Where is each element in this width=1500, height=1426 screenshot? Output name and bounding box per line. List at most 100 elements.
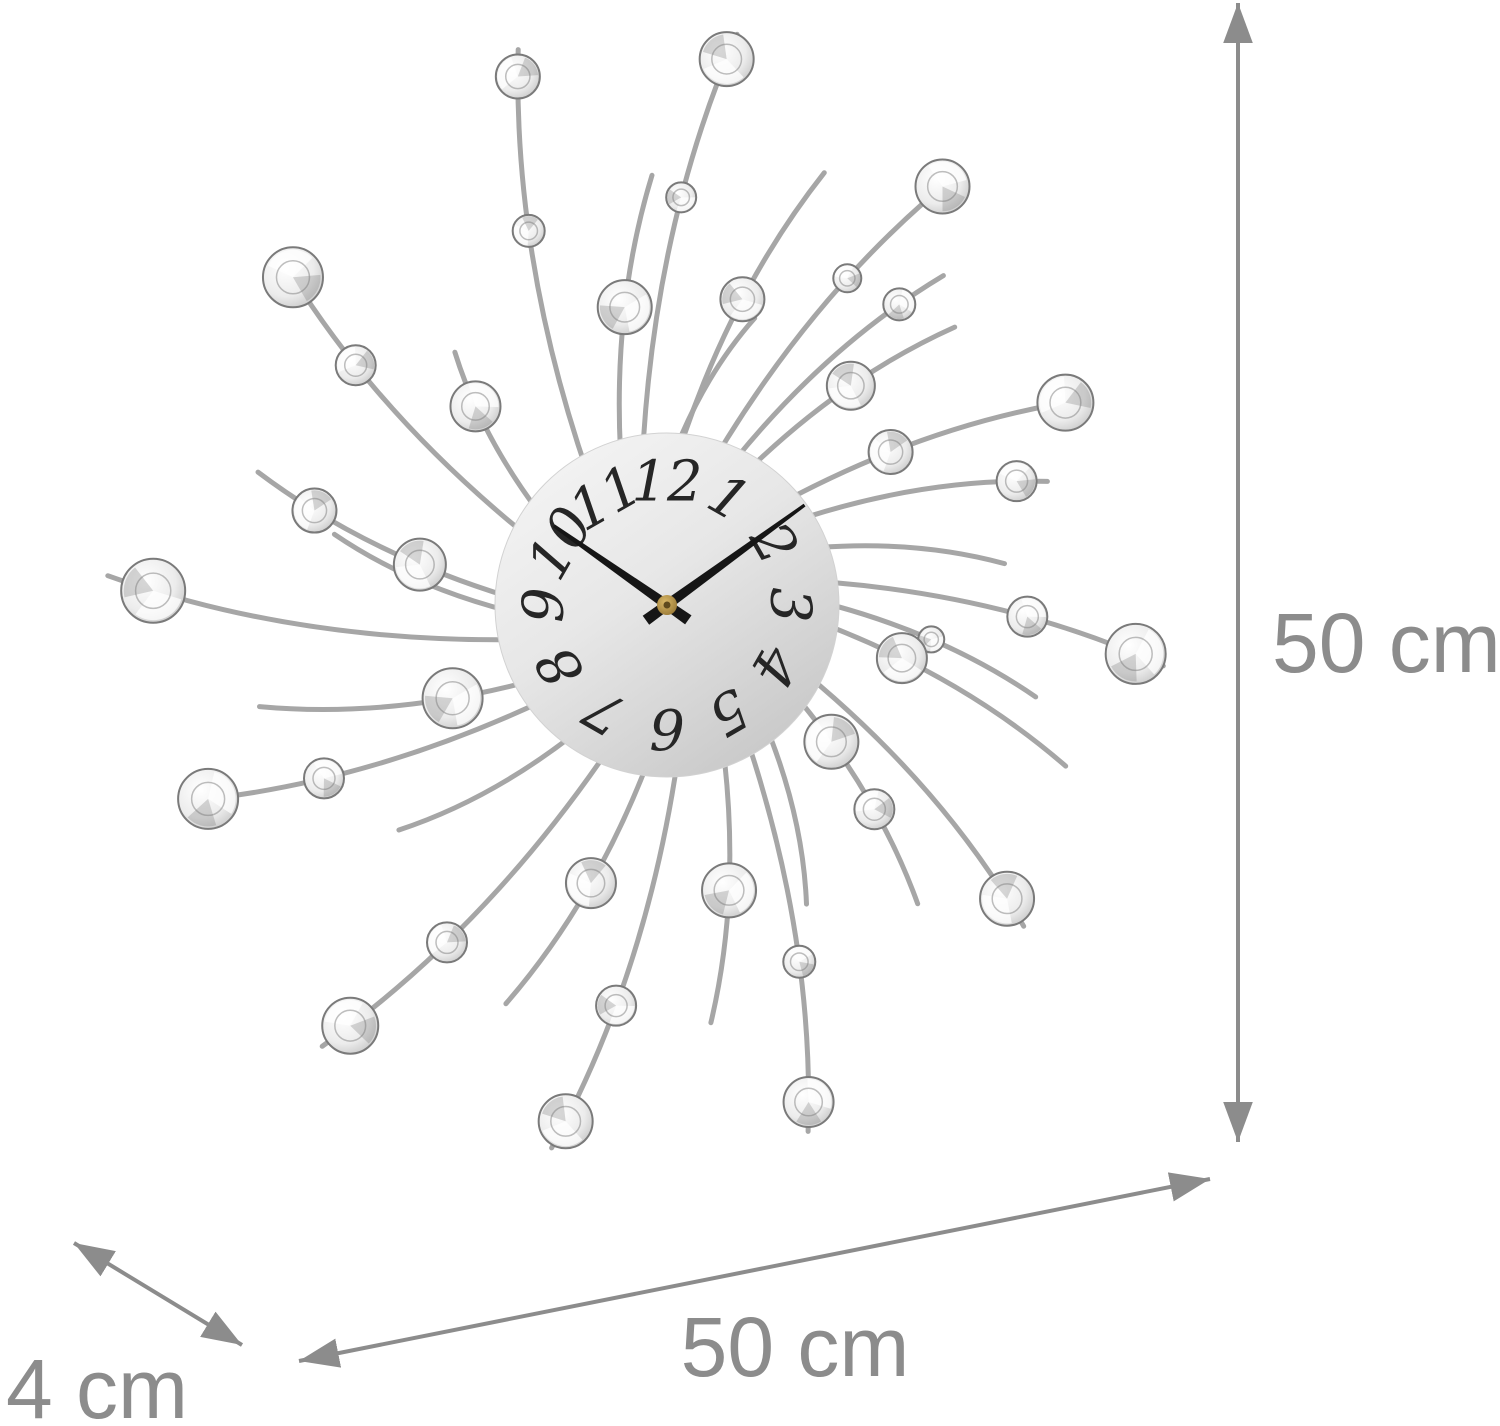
crystal-inner-ring (923, 631, 940, 648)
depth-dimension-arrow: 4 cm (6, 1241, 244, 1426)
crystal-gem (914, 158, 971, 215)
crystal-gem (120, 557, 187, 624)
crystal-facet (468, 406, 493, 430)
crystal-facet (452, 684, 481, 726)
crystal-gem (853, 788, 896, 831)
width-dimension-arrow: 50 cm (298, 1172, 1211, 1394)
crystal-inner-ring (334, 1009, 367, 1042)
crystal-facet (928, 161, 967, 187)
crystal-facet (888, 304, 904, 320)
wire-spoke (549, 716, 686, 1151)
clock-hands (553, 503, 806, 625)
wire-spoke (730, 696, 812, 1134)
crystal-inner-ring (1049, 386, 1082, 419)
crystal-facet (313, 759, 342, 779)
crystal-inner-ring (404, 549, 435, 580)
crystal-inner-ring (887, 643, 917, 673)
crystal-facet (788, 947, 813, 962)
clock-numeral: 3 (758, 587, 823, 623)
height-dimension-arrow: 50 cm (1223, 3, 1500, 1142)
crystal-inner-ring (1118, 636, 1153, 672)
crystal-inner-ring (435, 680, 470, 716)
crystal-gem (537, 1093, 594, 1150)
crystal-inner-ring (789, 952, 809, 972)
crystal-inner-ring (134, 572, 172, 610)
crystal-gem (425, 921, 468, 964)
crystal-inner-ring (711, 43, 743, 75)
clock-numeral: 12 (631, 450, 702, 515)
crystal-gem (832, 263, 863, 294)
crystal-gems (120, 31, 1167, 1150)
crystal-gem (177, 767, 240, 830)
crystal-inner-ring (190, 781, 226, 817)
crystal-inner-ring (435, 930, 459, 955)
crystal-gem (494, 53, 541, 100)
width-dimension-label: 50 cm (681, 1300, 910, 1394)
crystal-facet (990, 873, 1018, 899)
crystal-facet (597, 994, 617, 1015)
crystal-facet (942, 186, 966, 212)
crystal-gem (261, 246, 324, 309)
crystal-facet (581, 860, 606, 884)
wire-spoke (638, 31, 740, 496)
crystal-gem (595, 984, 638, 1027)
crystal-gem (782, 1076, 835, 1129)
crystal-gem (701, 862, 758, 919)
crystal-facet (324, 999, 363, 1026)
crystal-inner-ring (519, 221, 539, 241)
crystal-facet (702, 34, 727, 60)
crystal-gem (875, 632, 928, 685)
crystal-inner-ring (713, 874, 745, 906)
wire-spoke (692, 171, 961, 496)
crystal-facet (847, 273, 861, 288)
crystal-facet (878, 636, 902, 659)
crystal-inner-ring (926, 170, 959, 203)
crystal-facet (704, 890, 730, 915)
crystal-gem (719, 276, 766, 323)
crystal-inner-ring (794, 1087, 824, 1117)
crystal-gem (392, 537, 447, 592)
crystal-facet (874, 798, 893, 818)
crystal-inner-ring (576, 868, 606, 898)
crystal-facet (599, 305, 625, 329)
crystal-inner-ring (609, 291, 641, 323)
clock-numeral: 9 (512, 587, 577, 623)
crystal-facet (323, 778, 341, 797)
crystal-inner-ring (1015, 604, 1040, 629)
crystal-facet (425, 695, 453, 723)
width-arrow-line (298, 1172, 1211, 1368)
wire-spoke (515, 47, 604, 514)
crystal-gem (1104, 622, 1167, 685)
crystal-facet (806, 721, 832, 762)
crystal-gem (995, 460, 1038, 503)
crystal-facet (522, 216, 538, 231)
crystal-facet (799, 961, 814, 976)
crystal-gem (449, 380, 502, 433)
crystal-gem (979, 870, 1036, 927)
crystal-facet (1022, 616, 1042, 636)
crystal-inner-ring (991, 883, 1023, 915)
crystal-facet (729, 872, 754, 913)
crystal-inner-ring (312, 766, 336, 791)
crystal-facet (667, 189, 682, 205)
crystal-facet (624, 294, 650, 332)
crystal-inner-ring (604, 993, 628, 1018)
crystal-inner-ring (836, 371, 865, 400)
crystal-gem (782, 944, 817, 979)
crystal-gem (291, 487, 338, 534)
crystal-gem (803, 713, 860, 770)
crystal-facet (350, 1016, 376, 1044)
depth-arrow-line (72, 1241, 244, 1347)
crystal-gem (321, 996, 380, 1055)
height-dimension-label: 50 cm (1272, 596, 1500, 690)
crystal-inner-ring (343, 353, 368, 378)
crystal-inner-ring (815, 726, 847, 758)
crystal-facet (446, 925, 466, 943)
crystal-inner-ring (1004, 469, 1029, 493)
crystal-facet (517, 57, 539, 77)
crystal-gem (825, 360, 876, 411)
crystal-gem (421, 667, 484, 730)
crystal-inner-ring (672, 188, 691, 207)
